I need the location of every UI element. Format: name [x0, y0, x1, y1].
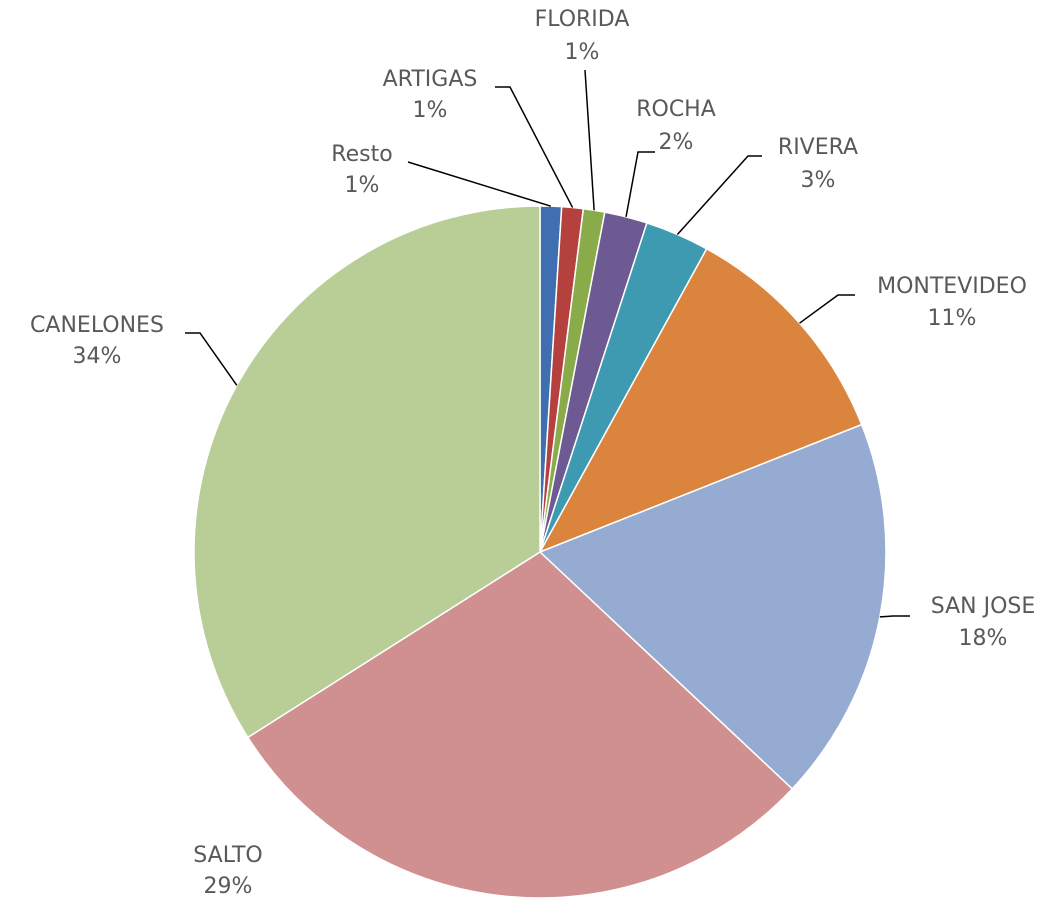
leader-line: [495, 86, 574, 208]
leader-line: [584, 69, 595, 211]
value-label: 1%: [345, 173, 380, 198]
value-label: 34%: [73, 344, 122, 369]
value-label: 11%: [928, 306, 977, 331]
value-label: 1%: [565, 40, 600, 65]
value-label: 2%: [659, 130, 694, 155]
pie-slice: [246, 551, 794, 899]
slice-label: RIVERA: [778, 135, 858, 160]
pie-slice: [193, 205, 541, 739]
value-label: 1%: [413, 98, 448, 123]
leader-line: [879, 615, 910, 618]
value-label: 18%: [959, 626, 1008, 651]
leader-line: [799, 294, 855, 324]
leader-line: [625, 151, 655, 218]
slice-label: SAN JOSE: [931, 594, 1036, 619]
value-label: 29%: [204, 874, 253, 899]
slice-label: MONTEVIDEO: [877, 274, 1027, 299]
leader-line: [185, 332, 238, 386]
leader-line: [676, 155, 762, 235]
slice-label: SALTO: [193, 843, 262, 868]
value-label: 3%: [801, 168, 836, 193]
leader-line: [407, 161, 552, 207]
slice-label: Resto: [331, 142, 392, 167]
slice-label: ARTIGAS: [383, 67, 478, 92]
slice-label: FLORIDA: [535, 7, 630, 32]
slice-label: CANELONES: [30, 313, 164, 338]
slice-label: ROCHA: [636, 97, 716, 122]
